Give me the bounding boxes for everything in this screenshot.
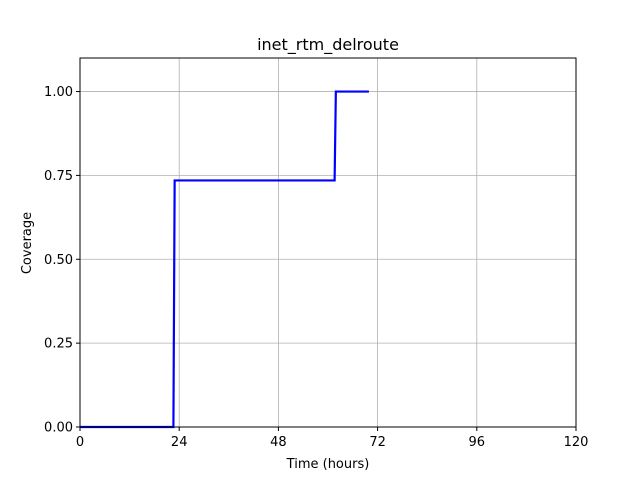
x-tick-label: 48 <box>270 435 287 450</box>
y-tick-label: 0.25 <box>44 337 73 352</box>
x-tick-label: 96 <box>469 435 486 450</box>
y-tick-label: 1.00 <box>44 85 73 100</box>
y-axis-label: Coverage <box>20 212 35 274</box>
y-tick-label: 0.00 <box>44 421 73 436</box>
x-tick-label: 0 <box>76 435 84 450</box>
y-tick-label: 0.75 <box>44 169 73 184</box>
x-tick-label: 72 <box>369 435 386 450</box>
x-tick-label: 24 <box>171 435 188 450</box>
axis-ticks: 0 24 48 72 96 120 0.00 0.25 0.50 0.75 1.00 <box>44 85 588 450</box>
chart-title: inet_rtm_delroute <box>257 35 399 55</box>
plot-frame <box>79 57 577 428</box>
y-tick-label: 0.50 <box>44 253 73 268</box>
x-axis-label: Time (hours) <box>286 457 370 472</box>
x-tick-label: 120 <box>564 435 589 450</box>
